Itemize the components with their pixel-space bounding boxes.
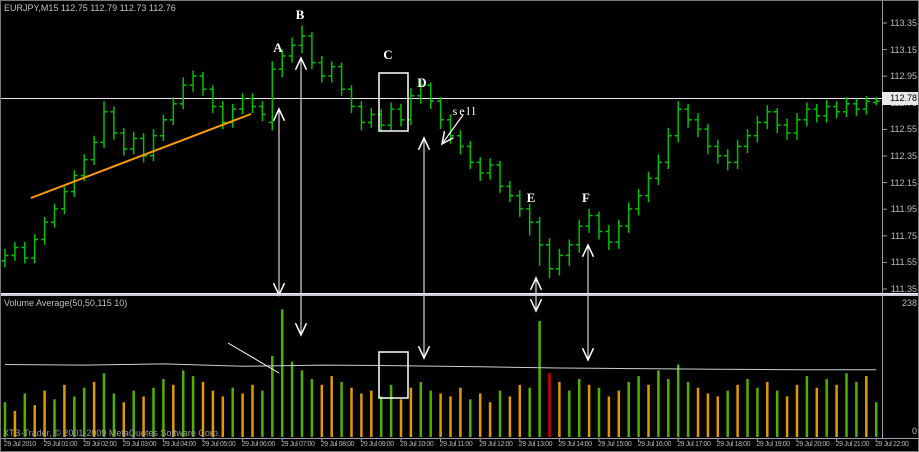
annotation-rectangle[interactable] xyxy=(378,351,409,399)
price-axis-label: 113.35 xyxy=(890,18,917,28)
volume-scale-min: 0 xyxy=(911,426,917,436)
annotation-letter[interactable]: F xyxy=(582,190,590,205)
time-axis-label: 29 Jul 15:00 xyxy=(598,441,632,448)
time-axis-border xyxy=(1,438,918,439)
time-axis-label: 29 Jul 03:00 xyxy=(122,441,157,448)
arrowhead-icon xyxy=(529,298,543,313)
price-axis-label: 112.55 xyxy=(890,124,917,135)
sell-arrow[interactable] xyxy=(441,114,464,145)
volume-ma-line xyxy=(4,363,877,371)
copyright-watermark: XTB-Trader, © 2001-2009 MetaQuotes Softw… xyxy=(3,428,221,438)
time-axis-label: 29 Jul 11:00 xyxy=(439,441,473,448)
price-axis-border xyxy=(882,1,883,438)
annotation-letter[interactable]: B xyxy=(296,7,305,22)
arrowhead-icon xyxy=(529,276,543,291)
arrowhead-icon xyxy=(440,131,454,146)
time-axis-label: 29 Jul 16:00 xyxy=(637,441,672,448)
price-axis-label: 113.15 xyxy=(890,44,917,55)
price-axis: 113.35113.15112.95112.75112.55112.35112.… xyxy=(882,1,918,438)
sell-label[interactable]: sell xyxy=(453,104,478,118)
volume-trendline[interactable] xyxy=(227,342,280,374)
arrowhead-icon xyxy=(294,56,308,71)
annotation-rectangle[interactable] xyxy=(378,72,409,132)
time-axis-label: 29 Jul 17:00 xyxy=(677,441,711,448)
arrowhead-icon xyxy=(417,345,431,360)
arrowhead-icon xyxy=(581,243,595,258)
time-axis-label: 29 Jul 01:00 xyxy=(43,441,78,448)
price-axis-label: 111.95 xyxy=(890,204,917,215)
time-axis-label: 29 Jul 19:00 xyxy=(756,441,790,448)
annotation-letter[interactable]: C xyxy=(383,47,392,62)
time-axis-label: 29 Jul 10:00 xyxy=(400,441,434,448)
price-axis-label: 111.55 xyxy=(890,257,917,268)
annotation-letter[interactable]: A xyxy=(273,40,283,55)
time-axis-label: 29 Jul 21:00 xyxy=(835,441,870,448)
time-axis-label: 29 Jul 08:00 xyxy=(320,441,355,448)
time-axis-label: 29 Jul 13:00 xyxy=(518,441,553,448)
annotation-letter[interactable]: E xyxy=(527,190,536,205)
chart-title: EURJPY,M15 112.75 112.79 112.73 112.76 xyxy=(4,3,176,13)
time-axis-label: 29 Jul 12:00 xyxy=(479,441,513,448)
time-axis-label: 29 Jul 2010 xyxy=(4,441,36,448)
arrowhead-icon xyxy=(417,136,431,151)
arrowhead-icon xyxy=(272,107,286,122)
time-axis-label: 29 Jul 14:00 xyxy=(558,441,592,448)
time-axis-label: 29 Jul 22:00 xyxy=(875,441,909,448)
price-axis-label: 111.75 xyxy=(890,230,917,241)
price-axis-label: 112.35 xyxy=(890,151,917,161)
time-axis-label: 29 Jul 02:00 xyxy=(83,441,117,448)
volume-indicator-label: Volume Average(50,50,115 10) xyxy=(4,298,128,308)
price-axis-label: 112.95 xyxy=(890,71,917,82)
time-axis-label: 29 Jul 07:00 xyxy=(281,441,315,448)
time-axis-label: 29 Jul 18:00 xyxy=(716,441,751,448)
price-axis-label: 112.15 xyxy=(890,177,917,188)
time-axis-label: 29 Jul 06:00 xyxy=(241,441,276,448)
volume-scale-max: 238 xyxy=(901,298,917,308)
time-axis-label: 29 Jul 20:00 xyxy=(796,441,830,448)
trendline[interactable] xyxy=(30,113,252,199)
price-axis-label: 111.35 xyxy=(890,284,917,294)
time-axis: 29 Jul 2010 29 Jul 01:00 29 Jul 02:00 29 Ju… xyxy=(1,439,918,451)
pane-separator[interactable] xyxy=(1,293,918,296)
time-axis-label: 29 Jul 05:00 xyxy=(202,441,236,448)
arrowhead-icon xyxy=(581,347,595,362)
annotation-letter[interactable]: D xyxy=(417,75,426,90)
current-price-tag: 112.78 xyxy=(882,92,918,105)
arrowhead-icon xyxy=(294,322,308,337)
time-axis-label: 29 Jul 04:00 xyxy=(162,441,196,448)
time-axis-label: 29 Jul 09:00 xyxy=(360,441,394,448)
